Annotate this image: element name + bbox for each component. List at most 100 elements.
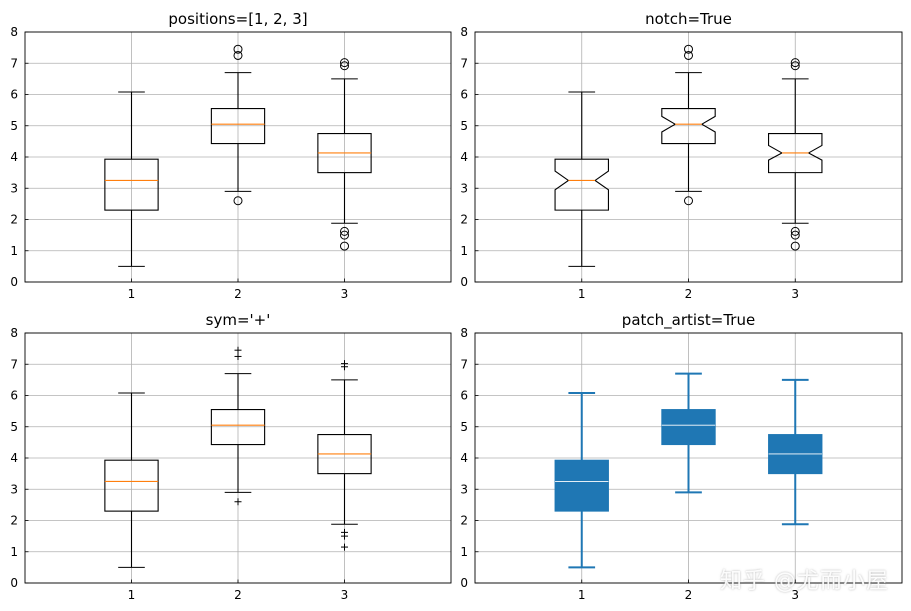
axes-frame [474, 332, 903, 584]
subplot-3: sym='+' 0 1 2 3 4 5 6 7 8 1 2 3 [10, 311, 452, 602]
box-body [210, 108, 266, 145]
flier-point [233, 196, 243, 206]
x-tick-label: 1 [578, 588, 586, 602]
x-tick-label: 2 [685, 588, 693, 602]
x-tick-label: 2 [234, 588, 242, 602]
box-3 [768, 58, 823, 251]
x-tick-label: 3 [341, 588, 349, 602]
box-3 [317, 360, 372, 551]
y-tick-label: 3 [460, 181, 468, 195]
y-tick-label: 6 [10, 88, 18, 102]
axes-frame [474, 31, 903, 283]
box-2 [661, 44, 716, 206]
flier-point [234, 346, 242, 354]
subplot-4: patch_artist=True 0 1 2 3 4 5 6 7 8 1 2 3 [460, 311, 903, 602]
box-1 [554, 91, 609, 267]
axes-frame [24, 332, 452, 584]
y-tick-label: 8 [460, 326, 468, 340]
flier-point [790, 241, 800, 251]
y-tick-label: 0 [10, 275, 18, 289]
y-tick-label: 2 [10, 514, 18, 528]
y-tick-label: 7 [460, 357, 468, 371]
flier-point [341, 528, 348, 536]
box-3 [768, 378, 823, 526]
x-tick-label: 2 [234, 287, 242, 301]
subplot-title: patch_artist=True [622, 311, 755, 330]
y-tick-label: 1 [460, 244, 468, 258]
y-tick-label: 7 [10, 56, 18, 70]
flier-point [790, 58, 800, 68]
flier-point [233, 50, 243, 60]
box-1 [104, 392, 159, 568]
y-tick-label: 4 [10, 150, 18, 164]
y-tick-label: 2 [10, 213, 18, 227]
flier-point [341, 543, 348, 551]
flier-point [233, 44, 243, 54]
y-tick-label: 6 [460, 88, 468, 102]
flier-point [684, 44, 693, 54]
flier-point [340, 226, 349, 236]
y-tick-label: 3 [460, 482, 468, 496]
y-tick-label: 1 [10, 545, 18, 559]
flier-point [790, 230, 800, 240]
flier-point [234, 352, 242, 360]
box-body [661, 409, 716, 446]
y-tick-label: 2 [460, 514, 468, 528]
y-tick-label: 1 [460, 545, 468, 559]
flier-point [340, 230, 349, 240]
y-tick-label: 8 [460, 25, 468, 39]
subplot-2: notch=True 0 1 2 3 4 5 6 7 8 1 2 3 [460, 10, 903, 301]
y-tick-label: 5 [460, 119, 468, 133]
box-1 [554, 392, 609, 569]
x-tick-label: 2 [685, 287, 693, 301]
flier-point [790, 226, 800, 236]
y-tick-label: 4 [460, 150, 468, 164]
y-tick-label: 4 [10, 451, 18, 465]
y-tick-label: 8 [10, 326, 18, 340]
box-body [210, 409, 266, 446]
y-tick-label: 3 [10, 482, 18, 496]
box-body [104, 158, 159, 211]
box-body [554, 459, 609, 512]
subplot-1: positions=[1, 2, 3] 0 1 2 3 4 5 6 7 8 1 2 3 [10, 10, 452, 301]
flier-point [684, 50, 693, 60]
x-tick-label: 3 [791, 588, 799, 602]
box-body [554, 158, 609, 211]
subplot-title: positions=[1, 2, 3] [168, 10, 307, 28]
y-tick-label: 5 [10, 420, 18, 434]
y-tick-label: 7 [10, 357, 18, 371]
y-tick-label: 8 [10, 25, 18, 39]
box-body [768, 133, 823, 174]
flier-point [340, 241, 349, 251]
y-tick-label: 2 [460, 213, 468, 227]
box-2 [661, 372, 716, 494]
y-tick-label: 5 [460, 420, 468, 434]
box-3 [317, 58, 372, 251]
box-body [104, 459, 159, 512]
y-tick-label: 1 [10, 244, 18, 258]
watermark: 知乎 @尤而小屋 [720, 569, 889, 594]
subplot-title: sym='+' [206, 311, 271, 329]
x-tick-label: 1 [578, 287, 586, 301]
y-tick-label: 0 [10, 576, 18, 590]
y-tick-label: 3 [10, 181, 18, 195]
flier-point [790, 61, 800, 71]
y-tick-label: 6 [10, 389, 18, 403]
y-tick-label: 4 [460, 451, 468, 465]
box-1 [104, 91, 159, 267]
x-tick-label: 3 [791, 287, 799, 301]
box-2 [210, 44, 266, 206]
x-tick-label: 3 [341, 287, 349, 301]
y-tick-label: 6 [460, 389, 468, 403]
box-2 [210, 346, 266, 506]
flier-point [684, 196, 693, 206]
box-body [661, 108, 716, 145]
flier-point [234, 498, 242, 506]
axes-frame [24, 31, 452, 283]
y-tick-label: 5 [10, 119, 18, 133]
flier-point [341, 360, 348, 368]
flier-point [340, 61, 349, 71]
subplot-title: notch=True [645, 10, 732, 28]
x-tick-label: 1 [128, 287, 136, 301]
